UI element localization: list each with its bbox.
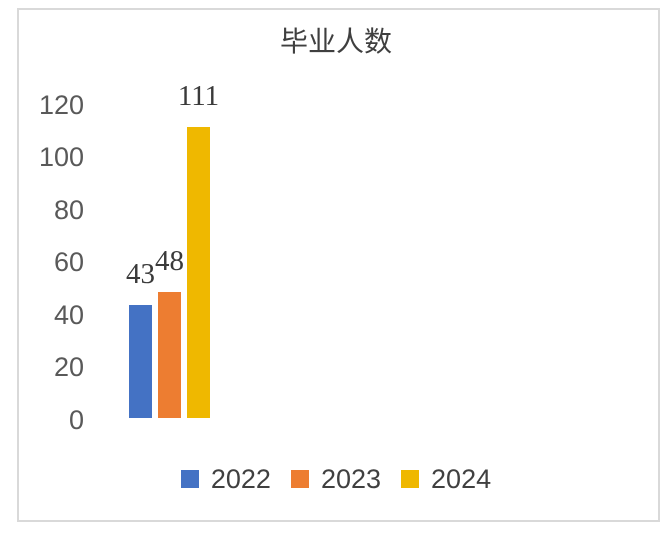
bar-2023 [158, 292, 181, 418]
legend-swatch-icon [290, 470, 309, 488]
bar-2022 [129, 305, 152, 418]
chart-title: 毕业人数 [279, 27, 392, 58]
legend-label: 2022 [210, 464, 271, 494]
y-axis-tick-label: 120 [38, 89, 84, 120]
legend-swatch-icon [401, 470, 420, 488]
bar-data-label-2022: 43 [126, 258, 155, 290]
y-axis-tick-label: 0 [68, 404, 84, 435]
chart-border [17, 8, 660, 522]
bar-data-label-2024: 111 [177, 80, 220, 112]
legend-item-2022: 2022 [180, 464, 271, 494]
y-axis-tick-label: 80 [53, 194, 84, 225]
legend-item-2024: 2024 [401, 464, 492, 494]
legend-item-2023: 2023 [290, 464, 382, 494]
y-axis-tick-label: 60 [53, 247, 84, 277]
bar-2024 [187, 127, 210, 418]
legend-label: 2024 [431, 464, 492, 494]
bar-data-label-2023: 48 [155, 245, 184, 277]
y-axis-tick-label: 20 [53, 352, 84, 382]
legend-label: 2023 [320, 464, 382, 494]
y-axis-tick-label: 100 [38, 142, 84, 172]
legend-swatch-icon [180, 470, 199, 488]
y-axis-tick-label: 40 [53, 299, 84, 330]
legend: 2022 2023 2024 [0, 464, 672, 494]
